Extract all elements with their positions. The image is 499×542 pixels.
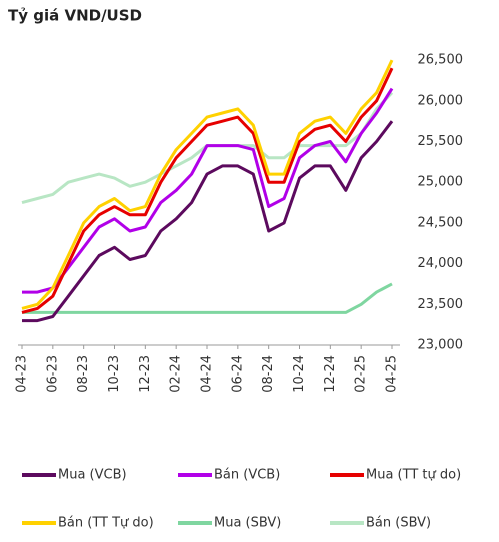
legend-label: Mua (VCB) [58, 468, 127, 483]
series-line [22, 120, 394, 323]
x-tick-label: 08-23 [76, 355, 91, 393]
legend-label: Bán (SBV) [366, 516, 431, 531]
x-tick-label: 12-24 [323, 355, 338, 393]
y-tick-label: 26,000 [418, 93, 464, 108]
y-tick-label: 24,000 [418, 256, 464, 271]
legend-label: Bán (VCB) [214, 468, 280, 483]
x-tick-label: 04-24 [200, 355, 215, 393]
series-line [21, 67, 394, 314]
legend-label: Mua (SBV) [214, 516, 281, 531]
x-tick-label: 04-23 [15, 355, 30, 393]
x-tick-label: 04-25 [385, 355, 400, 393]
x-tick-label: 06-23 [45, 355, 60, 393]
series-line [22, 282, 393, 314]
x-tick-label: 10-24 [292, 355, 307, 393]
y-tick-label: 23,000 [418, 338, 464, 353]
x-tick-label: 02-25 [354, 355, 369, 393]
x-tick-label: 10-23 [107, 355, 122, 393]
x-tick-label: 02-24 [169, 355, 184, 393]
legend-label: Bán (TT Tự do) [58, 516, 154, 531]
x-tick-label: 06-24 [230, 355, 245, 393]
y-tick-label: 23,500 [418, 297, 464, 312]
y-tick-label: 26,500 [418, 53, 464, 68]
chart-title: Tỷ giá VND/USD [8, 7, 142, 25]
legend-label: Mua (TT tự do) [366, 468, 461, 483]
y-tick-label: 25,500 [418, 134, 464, 149]
y-tick-label: 24,500 [418, 215, 464, 230]
x-tick-label: 08-24 [261, 355, 276, 393]
x-tick-label: 12-23 [138, 355, 153, 393]
series-line [22, 87, 394, 294]
series-line [21, 59, 394, 310]
y-tick-label: 25,000 [418, 175, 464, 190]
